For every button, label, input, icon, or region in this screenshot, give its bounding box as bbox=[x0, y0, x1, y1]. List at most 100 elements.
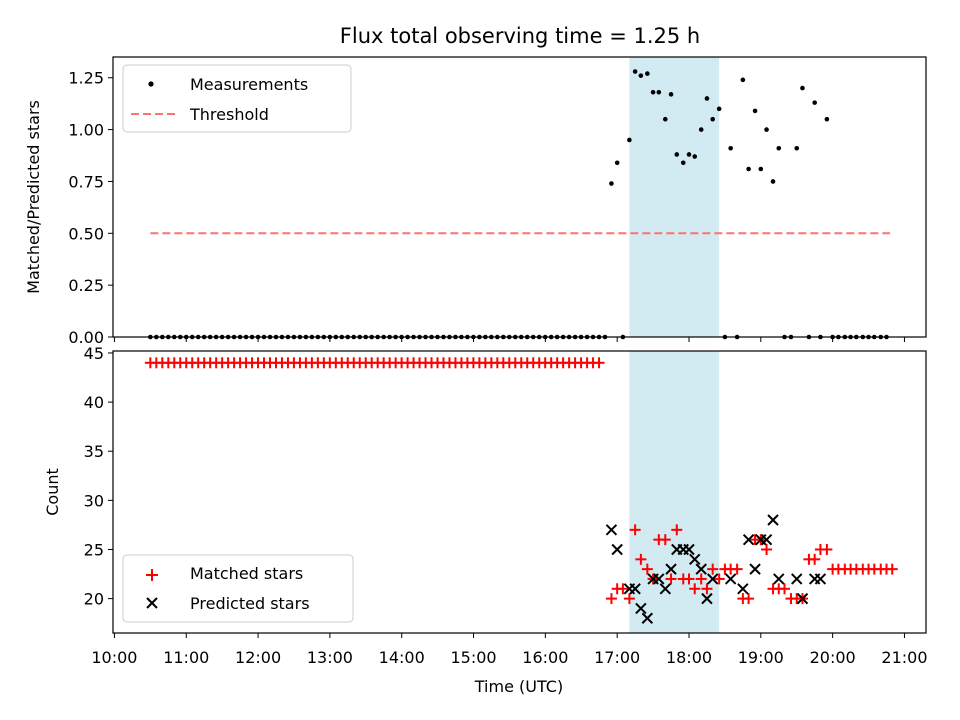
predicted-stars-point bbox=[791, 573, 803, 585]
matched-stars-point bbox=[779, 583, 791, 595]
top-axes-frame bbox=[112, 56, 927, 338]
measurement-point bbox=[650, 89, 656, 95]
predicted-stars-point bbox=[760, 533, 773, 546]
y-tick-label: 0.50 bbox=[68, 224, 104, 243]
x-tick-label: 17:00 bbox=[594, 648, 640, 667]
x-tick-label: 20:00 bbox=[810, 648, 856, 667]
predicted-stars-point bbox=[814, 573, 827, 585]
x-tick-label: 15:00 bbox=[450, 648, 496, 667]
y-tick-label: 35 bbox=[84, 442, 104, 461]
y-tick-label: 20 bbox=[84, 590, 104, 609]
measurement-point bbox=[728, 145, 733, 151]
observing-window-shading bbox=[629, 57, 720, 337]
measurement-point bbox=[656, 89, 662, 95]
x-tick-label: 10:00 bbox=[91, 648, 137, 667]
legend-box bbox=[122, 554, 354, 623]
y-axis-label: Matched/Predicted stars bbox=[24, 100, 43, 294]
y-tick-label: 0.75 bbox=[68, 172, 104, 191]
measurement-point bbox=[609, 181, 614, 186]
x-tick-label: 16:00 bbox=[522, 648, 568, 667]
predicted-stars-point bbox=[659, 583, 672, 595]
measurement-point bbox=[812, 100, 817, 105]
matched-stars-point bbox=[821, 543, 833, 555]
y-tick-label: 0.25 bbox=[68, 276, 104, 295]
measurement-point bbox=[668, 92, 674, 97]
predicted-stars-point bbox=[796, 592, 809, 605]
legend-marker-x bbox=[146, 597, 158, 609]
predicted-stars-point bbox=[724, 573, 737, 585]
predicted-stars-point bbox=[611, 543, 623, 556]
predicted-stars-point bbox=[629, 583, 641, 595]
x-tick-label: 13:00 bbox=[307, 648, 353, 667]
y-tick-label: 45 bbox=[84, 344, 104, 363]
y-tick-label: 40 bbox=[84, 393, 104, 412]
measurement-point bbox=[794, 145, 800, 151]
top-legend: Measurements Threshold bbox=[122, 64, 352, 133]
matched-stars-point bbox=[695, 573, 707, 585]
y-tick-label: 0.00 bbox=[68, 328, 104, 347]
matched-stars-point bbox=[809, 553, 821, 565]
matched-stars-point bbox=[665, 573, 677, 585]
matched-stars-point bbox=[641, 563, 653, 575]
bottom-legend: Matched stars Predicted stars bbox=[122, 554, 354, 623]
measurement-point bbox=[740, 77, 746, 83]
predicted-stars-point bbox=[665, 563, 677, 575]
predicted-stars-point bbox=[749, 563, 761, 575]
x-tick-label: 14:00 bbox=[379, 648, 425, 667]
predicted-stars-point bbox=[773, 573, 785, 585]
predicted-stars-point bbox=[767, 514, 779, 526]
legend-marker-dot bbox=[148, 81, 154, 87]
predicted-stars-point bbox=[641, 612, 654, 624]
matched-stars-point bbox=[701, 583, 713, 595]
measurement-point bbox=[698, 127, 704, 132]
legend-label: Measurements bbox=[190, 75, 308, 94]
y-tick-label: 30 bbox=[84, 491, 104, 510]
predicted-stars-point bbox=[605, 524, 618, 536]
matched-stars-point bbox=[689, 583, 701, 595]
measurement-point bbox=[674, 152, 680, 157]
measurement-point bbox=[638, 73, 644, 78]
matched-stars-point bbox=[707, 563, 719, 575]
measurement-point bbox=[686, 152, 692, 157]
measurement-point bbox=[692, 154, 698, 159]
measurement-point bbox=[800, 85, 805, 91]
predicted-stars-point bbox=[706, 573, 719, 585]
measurement-point bbox=[614, 160, 620, 166]
x-tick-label: 21:00 bbox=[881, 648, 927, 667]
matched-stars-point bbox=[605, 593, 617, 605]
measurement-point bbox=[627, 137, 632, 143]
legend-box bbox=[122, 64, 352, 133]
chart-title: Flux total observing time = 1.25 h bbox=[340, 24, 700, 48]
matched-stars-point bbox=[593, 357, 605, 369]
y-tick-label: 1.25 bbox=[68, 69, 104, 88]
legend-label: Threshold bbox=[189, 105, 269, 124]
bottom-axes-frame bbox=[112, 350, 927, 634]
predicted-stars-point bbox=[695, 563, 707, 575]
matched-stars-point bbox=[683, 573, 695, 585]
x-axis: 10:00 11:00 12:00 13:00 14:00 15:00 16:00 17:00… bbox=[91, 337, 928, 667]
predicted-stars-point bbox=[701, 592, 713, 605]
measurement-point bbox=[764, 127, 769, 132]
measurement-point bbox=[752, 108, 758, 114]
measurement-point bbox=[704, 96, 710, 101]
predicted-stars-point bbox=[737, 583, 749, 595]
top-panel: 0.00 0.25 0.50 0.75 1.00 1.25 Matched/Predicte… bbox=[24, 56, 927, 347]
measurement-point bbox=[824, 116, 830, 122]
measurement-point bbox=[632, 69, 638, 74]
matched-stars-point bbox=[659, 534, 671, 546]
y-tick-label: 25 bbox=[84, 540, 104, 559]
matched-stars-point bbox=[623, 593, 635, 605]
matched-stars-point bbox=[713, 573, 725, 585]
measurement-point bbox=[680, 160, 686, 166]
matched-stars-point bbox=[886, 563, 898, 575]
legend-label: Predicted stars bbox=[190, 594, 310, 613]
measurement-point bbox=[710, 116, 715, 122]
measurement-point bbox=[776, 145, 782, 151]
predicted-stars-point bbox=[653, 573, 665, 585]
measurement-point bbox=[645, 71, 650, 76]
y-axis-label: Count bbox=[43, 468, 62, 516]
predicted-stars-point bbox=[683, 543, 695, 556]
matched-stars-point bbox=[761, 543, 773, 555]
legend-marker-plus bbox=[146, 569, 158, 581]
